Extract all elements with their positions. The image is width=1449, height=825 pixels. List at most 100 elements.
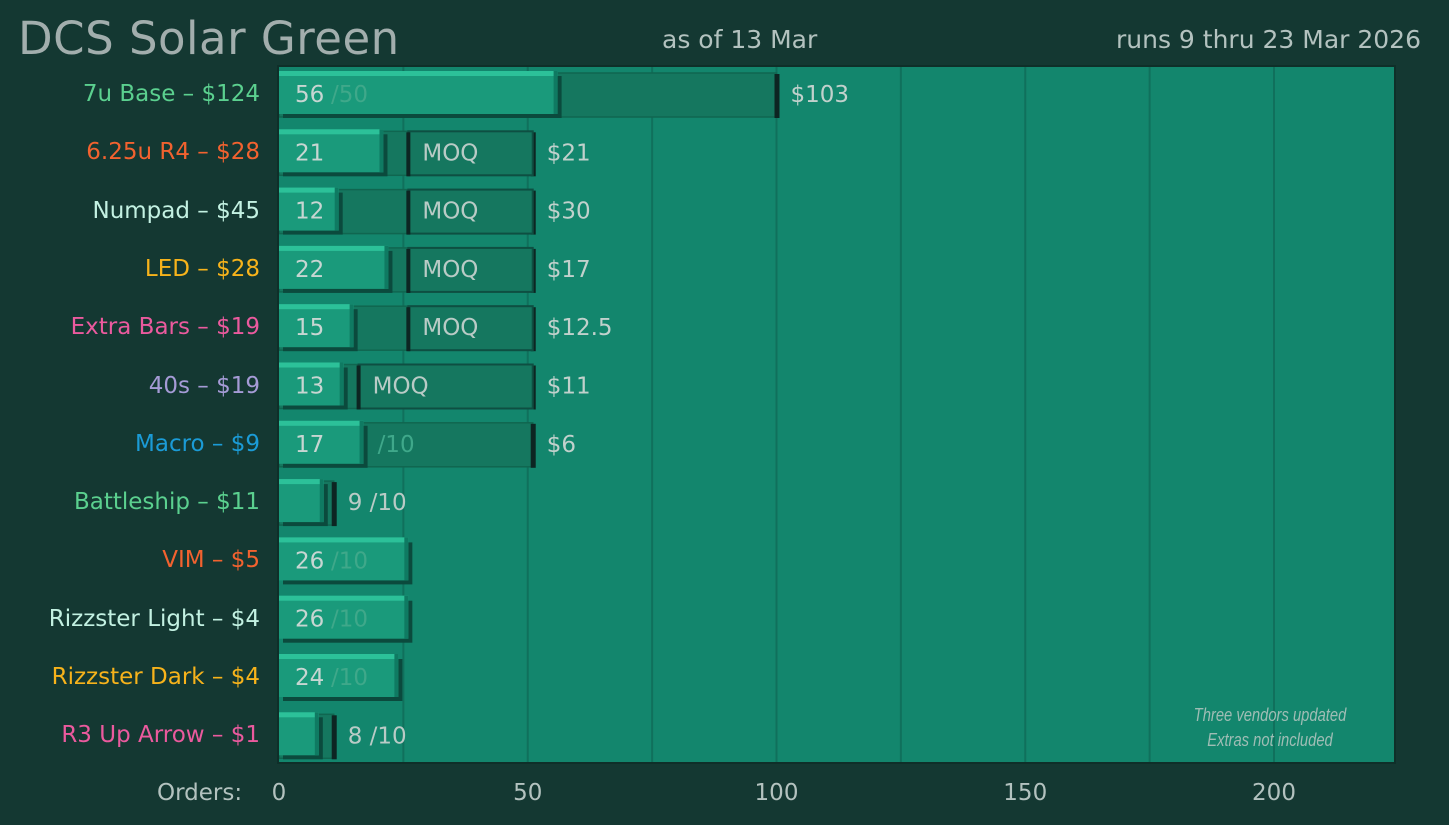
- bar: [279, 304, 354, 348]
- as-of-date: as of 13 Mar: [662, 25, 818, 54]
- target-marker: [331, 715, 337, 760]
- target-label: 9 /10: [348, 490, 407, 516]
- bar-value: 26: [295, 607, 324, 633]
- moq-label: MOQ: [422, 140, 478, 166]
- price-label: $21: [547, 140, 591, 166]
- target-label: /10: [331, 607, 368, 633]
- bar-edge: [404, 537, 409, 581]
- run-dates: runs 9 thru 23 Mar 2026: [1115, 25, 1421, 54]
- moq-box: [407, 188, 534, 235]
- price-label: $17: [547, 257, 591, 283]
- bar-highlight: [279, 187, 339, 193]
- bar-highlight: [279, 479, 324, 485]
- bar-edge: [314, 712, 319, 756]
- bar-chart: 56/50 $103 MOQ 21 $21 MOQ 12 $30 MOQ 22 $17 MOQ 15 $1…: [279, 67, 1275, 762]
- bar-highlight: [279, 595, 409, 601]
- price-label: $11: [547, 374, 591, 400]
- bar-edge: [359, 420, 364, 464]
- row-label: R3 Up Arrow – $1: [61, 722, 260, 749]
- bar-highlight: [279, 654, 399, 659]
- bar-edge: [319, 479, 324, 523]
- note-line-1: Three vendors updated: [1193, 705, 1347, 725]
- bar: [279, 420, 364, 464]
- bar-value: 21: [295, 140, 324, 166]
- bar-edge: [334, 187, 339, 231]
- moq-label: MOQ: [422, 257, 478, 283]
- bar-value: 26: [295, 548, 324, 574]
- bar-value: 56: [295, 82, 324, 108]
- bar-value: 17: [295, 432, 324, 458]
- bar-highlight: [279, 304, 354, 310]
- bar: [279, 537, 409, 581]
- row-label: Extra Bars – $19: [70, 314, 260, 341]
- bar-edge: [404, 595, 409, 639]
- chart-title: DCS Solar Green: [18, 12, 400, 65]
- plot-area: 56/50 $103 MOQ 21 $21 MOQ 12 $30 MOQ 22 $17 MOQ 15 $1…: [277, 65, 1396, 764]
- bar-highlight: [279, 245, 389, 251]
- bar-edge: [339, 362, 344, 406]
- x-tick-label: 50: [513, 780, 543, 806]
- bar-highlight: [279, 537, 409, 543]
- bar-highlight: [279, 129, 384, 135]
- bar: [279, 595, 409, 639]
- moq-marker: [406, 248, 411, 293]
- bar: [279, 129, 384, 173]
- bar-value: 13: [295, 374, 324, 400]
- row-label: LED – $28: [144, 255, 260, 282]
- target-label: /10: [331, 665, 368, 691]
- target-label: /10: [331, 548, 368, 574]
- target-marker: [331, 482, 337, 527]
- bar-highlight: [279, 420, 364, 426]
- bar: [279, 362, 344, 406]
- bar-edge: [394, 654, 399, 697]
- target-marker: [530, 423, 536, 468]
- chart-notes: Three vendors updated Extras not include…: [1172, 703, 1369, 753]
- bar-edge: [349, 304, 354, 348]
- bar: [279, 712, 319, 756]
- price-label: $6: [547, 432, 576, 458]
- bar-highlight: [279, 362, 344, 368]
- x-tick-label: 100: [754, 780, 799, 806]
- price-label: $103: [791, 82, 850, 108]
- row-label: 7u Base – $124: [82, 81, 260, 107]
- x-tick-label: 200: [1252, 780, 1296, 806]
- price-label: $30: [547, 199, 591, 225]
- moq-box: [407, 246, 534, 293]
- bar: [279, 71, 558, 114]
- moq-label: MOQ: [422, 199, 478, 225]
- bar-edge: [553, 71, 558, 114]
- row-label: VIM – $5: [162, 547, 260, 574]
- bar-highlight: [279, 712, 319, 718]
- x-tick-label: 0: [271, 780, 287, 806]
- note-line-2: Extras not included: [1207, 730, 1333, 750]
- target-marker: [774, 74, 780, 118]
- bar-value: 12: [295, 199, 324, 225]
- target-label: 8 /10: [348, 723, 407, 749]
- row-label: 40s – $19: [148, 372, 260, 399]
- target-label: /50: [331, 82, 368, 108]
- moq-box: [407, 130, 534, 177]
- row-label: Rizzster Dark – $4: [51, 664, 260, 690]
- price-label: $12.5: [547, 315, 613, 341]
- moq-marker: [406, 132, 411, 177]
- row-label: 6.25u R4 – $28: [86, 139, 260, 166]
- bar-value: 15: [295, 315, 324, 341]
- target-label: /10: [378, 432, 415, 458]
- bar-highlight: [279, 71, 558, 76]
- moq-marker: [406, 307, 411, 352]
- moq-marker: [406, 190, 411, 235]
- moq-label: MOQ: [373, 374, 429, 400]
- bar: [279, 187, 339, 231]
- x-tick-label: 150: [1003, 780, 1048, 806]
- row-label: Rizzster Light – $4: [48, 605, 260, 632]
- row-label: Battleship – $11: [73, 489, 260, 516]
- moq-marker: [356, 365, 361, 410]
- bar: [279, 654, 399, 697]
- row-label: Macro – $9: [135, 430, 260, 457]
- bar: [279, 245, 389, 289]
- x-axis-label: Orders:: [157, 780, 243, 806]
- moq-box: [407, 305, 534, 352]
- bar-value: 24: [295, 665, 324, 691]
- bar: [279, 479, 324, 523]
- bar-edge: [379, 129, 384, 173]
